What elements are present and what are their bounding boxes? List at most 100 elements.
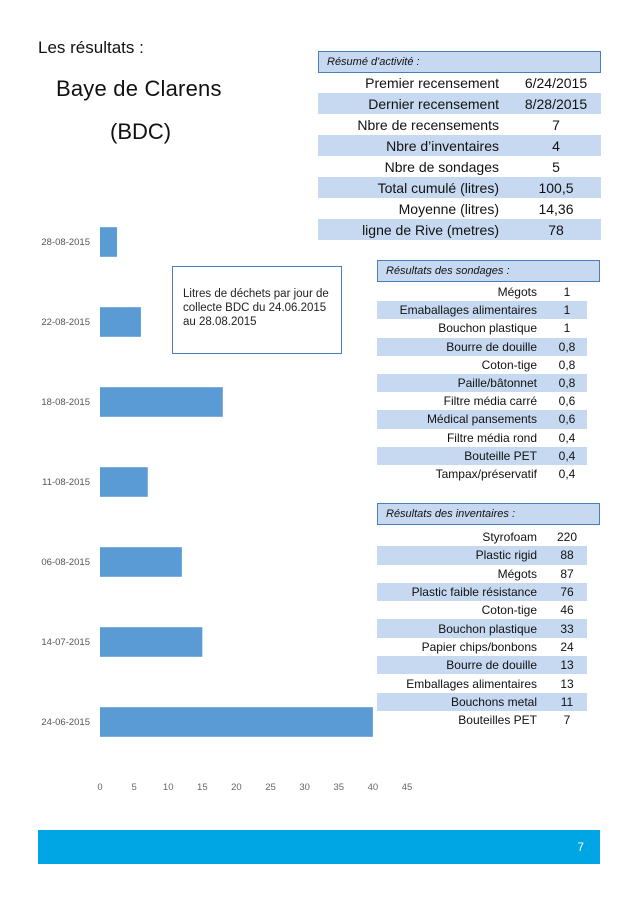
row-value: 1 bbox=[547, 301, 587, 320]
y-tick-label: 06-08-2015 bbox=[41, 557, 90, 568]
x-tick-label: 20 bbox=[231, 782, 242, 793]
bar-11-08-2015 bbox=[100, 467, 148, 497]
table-row: Mégots 1 bbox=[377, 283, 587, 301]
row-value: 0,4 bbox=[558, 466, 576, 481]
bar-22-08-2015 bbox=[100, 307, 141, 337]
table-row: Bouteille PET 0,4 bbox=[377, 446, 587, 465]
summary-table: Premier recensement 6/24/2015 Dernier rece… bbox=[318, 72, 601, 240]
table-row: Nbre de sondages 5 bbox=[318, 156, 601, 177]
summary-title: Résumé d'activité : bbox=[318, 51, 601, 73]
row-value: 0,4 bbox=[558, 430, 576, 445]
row-value: 7 bbox=[552, 116, 560, 133]
table-row: Papier chips/bonbons 24 bbox=[377, 638, 587, 656]
row-label: Plastic faible résistance bbox=[377, 582, 547, 602]
x-tick-label: 5 bbox=[131, 782, 136, 793]
row-label: Bouteille PET bbox=[377, 446, 547, 465]
table-row: Plastic rigid 88 bbox=[377, 546, 587, 565]
table-row: Emballages alimentaires 13 bbox=[377, 674, 587, 692]
row-value: 13 bbox=[560, 676, 574, 691]
sondages-title: Résultats des sondages : bbox=[377, 260, 600, 282]
row-value: 46 bbox=[560, 603, 574, 618]
row-value: 87 bbox=[560, 566, 574, 581]
row-value: 1 bbox=[563, 285, 571, 300]
y-tick-label: 18-08-2015 bbox=[41, 397, 90, 408]
table-row: Plastic faible résistance 76 bbox=[377, 582, 587, 602]
row-label: Nbre de sondages bbox=[384, 158, 499, 175]
bar-06-08-2015 bbox=[100, 547, 182, 577]
y-tick-label: 28-08-2015 bbox=[41, 237, 90, 248]
row-value: 1 bbox=[563, 321, 571, 336]
y-tick-label: 14-07-2015 bbox=[41, 637, 90, 648]
row-label: Moyenne (litres) bbox=[398, 200, 499, 217]
row-label: Bouteilles PET bbox=[458, 713, 537, 728]
table-row: Bouchon plastique 1 bbox=[377, 319, 587, 337]
row-value: 11 bbox=[547, 692, 587, 711]
row-value: 5 bbox=[552, 158, 560, 175]
row-label: Bourre de douille bbox=[377, 656, 547, 675]
table-row: Filtre média carré 0,6 bbox=[377, 392, 587, 410]
table-row: Styrofoam 220 bbox=[377, 528, 587, 546]
table-row: Nbre d’inventaires 4 bbox=[318, 135, 601, 156]
site-title: Baye de Clarens bbox=[56, 76, 222, 101]
row-label: ligne de Rive (metres) bbox=[318, 219, 511, 240]
row-label: Coton-tige bbox=[481, 603, 537, 618]
table-row: Médical pansements 0,6 bbox=[377, 410, 587, 429]
row-value: 0,6 bbox=[547, 410, 587, 429]
inventaires-title: Résultats des inventaires : bbox=[377, 503, 600, 525]
x-tick-label: 40 bbox=[368, 782, 379, 793]
table-row: Mégots 87 bbox=[377, 565, 587, 583]
row-label: Coton-tige bbox=[481, 357, 537, 372]
table-row: Coton-tige 46 bbox=[377, 601, 587, 619]
row-label: Dernier recensement bbox=[318, 93, 511, 114]
table-row: Nbre de recensements 7 bbox=[318, 114, 601, 135]
row-label: Nbre de recensements bbox=[357, 116, 499, 133]
row-label: Filtre média rond bbox=[446, 430, 537, 445]
row-value: 76 bbox=[547, 582, 587, 602]
x-tick-label: 10 bbox=[163, 782, 174, 793]
x-tick-label: 35 bbox=[333, 782, 344, 793]
row-value: 24 bbox=[560, 639, 574, 654]
inventaires-table: Styrofoam 220 Plastic rigid 88 Mégots 87 Plast… bbox=[377, 528, 587, 729]
row-label: Paille/bâtonnet bbox=[377, 373, 547, 393]
row-label: Bouchon plastique bbox=[438, 321, 537, 336]
table-row: Premier recensement 6/24/2015 bbox=[318, 72, 601, 93]
table-row: Coton-tige 0,8 bbox=[377, 356, 587, 374]
x-tick-label: 25 bbox=[265, 782, 276, 793]
row-label: Filtre média carré bbox=[443, 394, 537, 409]
x-tick-label: 45 bbox=[402, 782, 413, 793]
row-value: 88 bbox=[547, 546, 587, 565]
chart-note: Litres de déchets par jour de collecte B… bbox=[172, 266, 342, 354]
section-heading: Les résultats : bbox=[38, 38, 144, 57]
row-value: 7 bbox=[563, 713, 571, 728]
row-label: Bourre de douille bbox=[377, 337, 547, 356]
table-row: Paille/bâtonnet 0,8 bbox=[377, 373, 587, 393]
row-label: Bouchons metal bbox=[377, 692, 547, 711]
bar-18-08-2015 bbox=[100, 387, 223, 417]
row-label: Tampax/préservatif bbox=[435, 466, 537, 481]
row-value: 0,8 bbox=[547, 337, 587, 356]
footer-bar: 7 bbox=[38, 830, 600, 864]
row-value: 4 bbox=[511, 135, 601, 156]
table-row: ligne de Rive (metres) 78 bbox=[318, 219, 601, 240]
row-label: Emballages alimentaires bbox=[406, 676, 537, 691]
table-row: Bouteilles PET 7 bbox=[377, 711, 587, 729]
row-label: Mégots bbox=[497, 566, 537, 581]
table-row: Bourre de douille 13 bbox=[377, 656, 587, 675]
table-row: Bourre de douille 0,8 bbox=[377, 337, 587, 356]
row-value: 8/28/2015 bbox=[511, 93, 601, 114]
row-value: 14,36 bbox=[538, 200, 574, 217]
bar-28-08-2015 bbox=[100, 227, 118, 257]
x-tick-label: 0 bbox=[97, 782, 102, 793]
y-tick-label: 11-08-2015 bbox=[42, 477, 90, 488]
row-value: 33 bbox=[547, 619, 587, 638]
row-value: 0,6 bbox=[558, 394, 576, 409]
litres-bar-chart: 28-08-2015 22-08-2015 18-08-2015 11-08-2015… bbox=[41, 227, 413, 793]
x-tick-label: 30 bbox=[299, 782, 310, 793]
row-value: 100,5 bbox=[511, 177, 601, 198]
table-row: Emaballages alimentaires 1 bbox=[377, 301, 587, 320]
row-label: Papier chips/bonbons bbox=[421, 639, 537, 654]
x-tick-label: 15 bbox=[197, 782, 208, 793]
row-label: Nbre d’inventaires bbox=[318, 135, 511, 156]
row-label: Plastic rigid bbox=[377, 546, 547, 565]
table-row: Moyenne (litres) 14,36 bbox=[318, 198, 601, 219]
